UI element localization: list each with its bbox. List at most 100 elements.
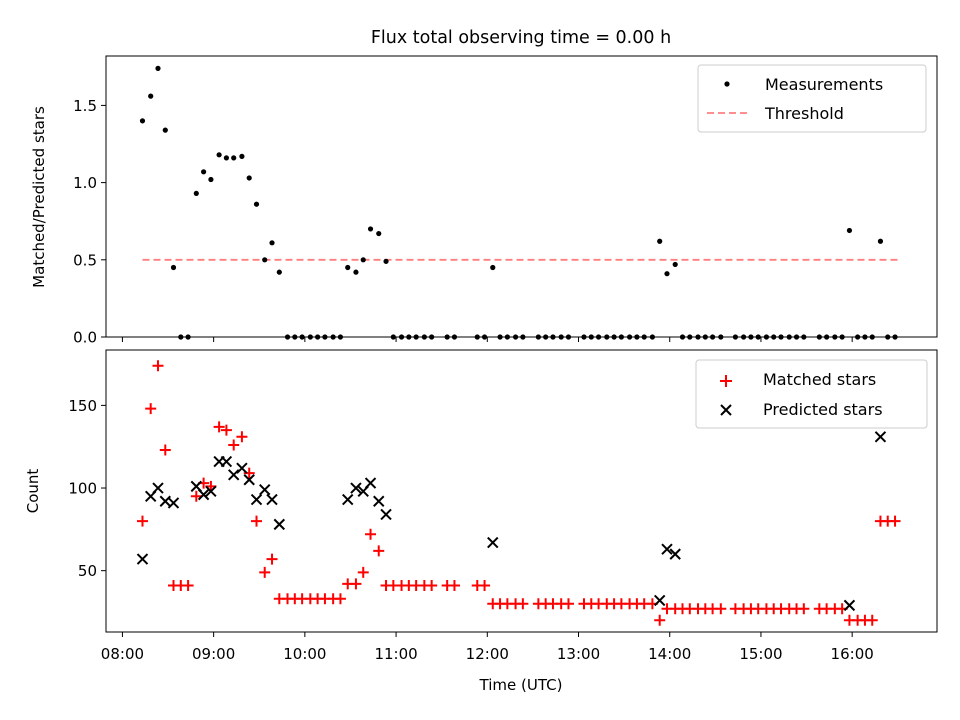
matched-star-point (152, 360, 164, 372)
legend-predicted-marker (720, 404, 732, 416)
matched-star-point (426, 580, 438, 592)
measurement-point (360, 257, 366, 263)
x-tick-label: 11:00 (374, 645, 417, 663)
matched-star-point (448, 580, 460, 592)
measurement-point (162, 127, 168, 133)
bottom-y-tick-label: 100 (68, 480, 97, 498)
top-x-ticks (121, 337, 853, 342)
measurement-point (139, 118, 146, 124)
legend-measurements-label: Measurements (765, 75, 883, 94)
legend-matched-marker (720, 375, 732, 387)
x-tick-label: 13:00 (557, 645, 600, 663)
top-y-tick-label: 1.5 (73, 97, 97, 115)
measurement-point (239, 153, 245, 159)
predicted-star-point (373, 495, 385, 507)
matched-star-point (357, 566, 369, 578)
predicted-star-point (236, 462, 248, 474)
x-tick-label: 10:00 (283, 645, 326, 663)
predicted-star-points (136, 431, 887, 612)
x-tick-label: 08:00 (101, 645, 144, 663)
predicted-star-point (259, 483, 271, 496)
matched-star-point (159, 444, 171, 456)
measurement-point (216, 152, 222, 158)
matched-star-point (365, 528, 377, 540)
matched-star-point (517, 598, 529, 610)
measurement-point (231, 155, 237, 161)
measurement-point (367, 226, 374, 232)
legend-threshold-label: Threshold (764, 104, 844, 123)
matched-star-point (350, 578, 362, 590)
matched-star-point (220, 424, 232, 436)
x-axis-label: Time (UTC) (479, 676, 563, 694)
top-panel: 0.0 0.5 1.0 1.5 Matched/Predicted stars Mea… (30, 55, 938, 347)
measurement-point (664, 271, 670, 277)
predicted-star-point (653, 594, 666, 607)
measurement-point (846, 227, 853, 234)
matched-star-point (182, 580, 194, 592)
matched-star-point (479, 580, 491, 592)
measurement-point (383, 258, 389, 264)
legend-predicted-label: Predicted stars (763, 400, 883, 419)
predicted-star-point (266, 493, 278, 506)
matched-star-point (715, 603, 727, 615)
matched-star-point (190, 490, 202, 502)
predicted-star-point (273, 518, 286, 531)
top-y-ticks: 0.0 0.5 1.0 1.5 (73, 97, 106, 347)
measurement-point (148, 93, 154, 99)
measurement-point (170, 264, 177, 271)
predicted-star-point (205, 485, 217, 498)
matched-star-point (136, 515, 148, 527)
matched-star-point (334, 593, 346, 605)
measurement-points (139, 65, 898, 340)
top-axes-frame (105, 55, 938, 338)
top-y-axis-label: Matched/Predicted stars (30, 106, 48, 288)
bottom-x-ticks: 08:00 09:00 10:00 11:00 12:00 13:00 14:00 15:00… (101, 632, 874, 663)
matched-star-point (866, 614, 878, 626)
measurement-point (155, 65, 161, 71)
predicted-star-point (197, 488, 210, 501)
measurement-point (246, 175, 252, 181)
x-tick-label: 14:00 (648, 645, 691, 663)
measurement-point (376, 230, 382, 237)
top-legend-box (697, 64, 927, 133)
bottom-axes-frame (105, 349, 938, 633)
bottom-y-ticks: 50 100 150 (68, 397, 106, 580)
predicted-star-point (342, 493, 354, 506)
top-y-tick-label: 1.0 (73, 174, 97, 192)
predicted-star-point (136, 553, 149, 565)
matched-star-point (236, 431, 248, 443)
chart-title: Flux total observing time = 0.00 h (371, 28, 671, 48)
matched-star-point (654, 614, 666, 626)
predicted-star-point (350, 482, 362, 494)
bottom-y-tick-label: 150 (68, 397, 97, 415)
x-tick-label: 12:00 (466, 645, 509, 663)
measurement-point (262, 257, 268, 263)
bottom-y-tick-label: 50 (78, 562, 97, 580)
top-y-tick-label: 0.0 (73, 329, 97, 347)
measurement-point (877, 238, 884, 244)
matched-star-point (251, 515, 263, 527)
measurement-point (657, 238, 663, 244)
measurement-point (672, 261, 678, 268)
measurement-point (193, 190, 199, 197)
matched-star-point (145, 403, 157, 415)
measurement-point (345, 264, 351, 271)
predicted-star-point (843, 599, 856, 612)
predicted-star-point (227, 469, 240, 481)
top-legend: Measurements Threshold (697, 64, 927, 133)
matched-star-point (889, 515, 901, 527)
predicted-star-point (661, 543, 673, 555)
bottom-panel: 50 100 150 08:00 09:00 10:00 11:00 12:00 13:00 1… (24, 349, 938, 694)
x-tick-label: 09:00 (192, 645, 235, 663)
matched-star-point (213, 421, 225, 433)
matched-star-point (266, 553, 278, 565)
predicted-star-point (669, 548, 681, 560)
matched-star-point (228, 439, 240, 451)
measurement-point (276, 269, 282, 275)
matched-star-points (136, 360, 901, 626)
measurement-point (490, 264, 496, 271)
predicted-star-point (380, 508, 392, 521)
matched-star-point (259, 566, 271, 578)
bottom-legend: Matched stars Predicted stars (695, 359, 928, 429)
